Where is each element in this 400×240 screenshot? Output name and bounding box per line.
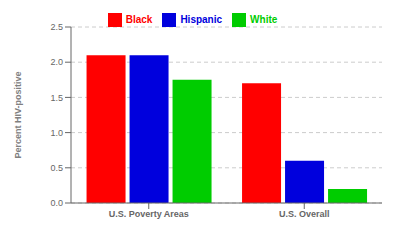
svg-text:1.0: 1.0 [50, 128, 63, 138]
svg-text:U.S. Overall: U.S. Overall [279, 209, 330, 219]
html-text:White: White [250, 13, 278, 25]
svg-text:U.S. Poverty Areas: U.S. Poverty Areas [109, 209, 189, 219]
svg-text:2.0: 2.0 [50, 57, 63, 67]
svg-text:0.0: 0.0 [50, 198, 63, 208]
html-text:Black: Black [125, 13, 153, 25]
html-text:Hispanic: Hispanic [180, 13, 223, 25]
svg-text:1.5: 1.5 [50, 93, 63, 103]
svg-text:0.5: 0.5 [50, 163, 63, 173]
svg-text:Percent HIV-positive: Percent HIV-positive [13, 71, 23, 158]
svg-text:2.5: 2.5 [50, 22, 63, 32]
